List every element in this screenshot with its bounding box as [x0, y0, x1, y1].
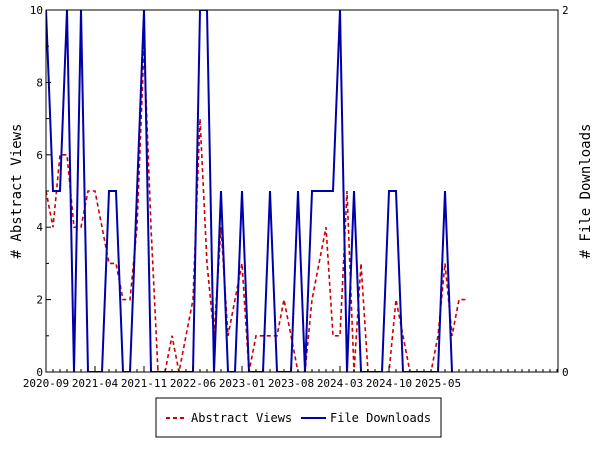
legend: Abstract Views File Downloads [155, 397, 442, 438]
y-tick-label: 0 [36, 366, 43, 379]
series-abstract-views-line [46, 46, 466, 372]
y2-axis-title: # File Downloads [578, 124, 594, 259]
series-file-downloads-line [46, 10, 453, 372]
y-tick-label: 8 [36, 76, 43, 89]
x-tick-label: 2020-09 [23, 377, 69, 390]
y-tick-label: 10 [30, 4, 43, 17]
y-tick-label: 2 [36, 294, 43, 307]
x-tick-label: 2024-10 [366, 377, 412, 390]
x-tick-label: 2025-05 [415, 377, 461, 390]
y2-tick-label: 0 [562, 366, 569, 379]
legend-label-abstract-views: Abstract Views [191, 411, 292, 425]
x-tick-label: 2022-06 [170, 377, 216, 390]
tick-layer [45, 9, 558, 373]
y2-tick-label: 2 [562, 4, 569, 17]
series-layer [46, 10, 466, 372]
legend-label-file-downloads: File Downloads [330, 411, 431, 425]
x-tick-label: 2023-08 [268, 377, 314, 390]
x-tick-label: 2021-11 [121, 377, 167, 390]
x-tick-label: 2024-03 [317, 377, 363, 390]
y-tick-label: 6 [36, 149, 43, 162]
x-tick-label: 2023-01 [219, 377, 265, 390]
y-axis-title: # Abstract Views [9, 124, 25, 259]
y-tick-label: 4 [36, 221, 43, 234]
x-tick-label: 2021-04 [72, 377, 119, 390]
legend-box [155, 397, 442, 438]
